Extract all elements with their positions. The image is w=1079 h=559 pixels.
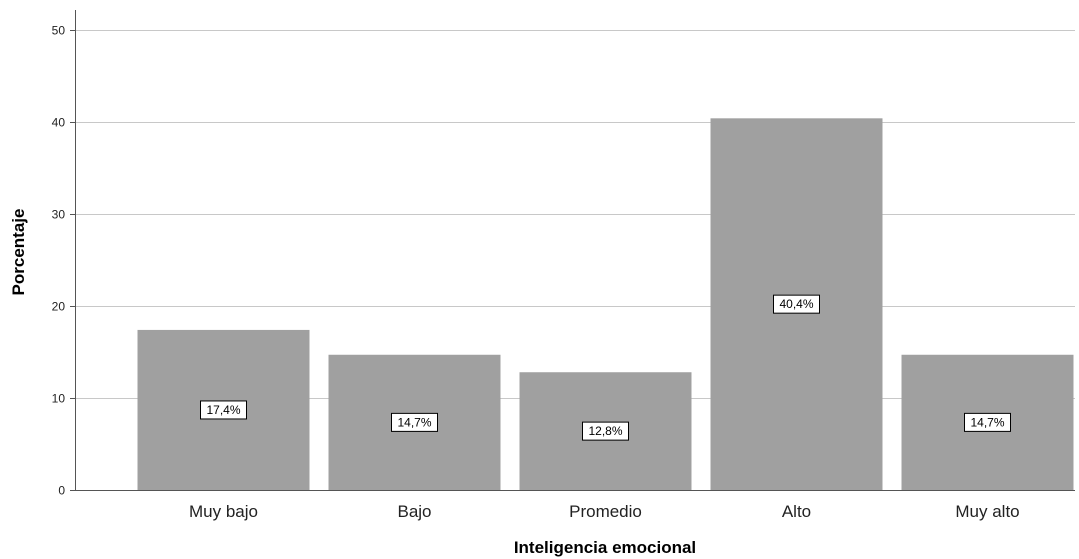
x-category-label: Promedio	[569, 502, 642, 521]
data-label-text: 12,8%	[588, 424, 622, 438]
x-category-label: Muy bajo	[189, 502, 258, 521]
data-label-text: 14,7%	[970, 415, 1004, 429]
axes	[70, 10, 1075, 491]
data-label-box	[200, 400, 247, 420]
x-category-labels: Muy bajo Bajo Promedio Alto Muy alto	[189, 502, 1020, 521]
y-tick-labels: 0 10 20 30 40 50	[52, 24, 66, 498]
y-tick-label: 0	[58, 484, 65, 498]
data-label: 40,4%	[773, 294, 820, 314]
data-label-text: 17,4%	[206, 403, 240, 417]
x-category-label: Alto	[782, 502, 811, 521]
data-label-box	[582, 421, 629, 441]
data-label: 14,7%	[964, 412, 1011, 432]
data-label: 17,4%	[200, 400, 247, 420]
x-category-label: Muy alto	[955, 502, 1019, 521]
data-labels: 17,4% 14,7% 12,8% 40,4% 14,7%	[200, 294, 1011, 441]
y-tick-label: 30	[52, 208, 66, 222]
y-tick-label: 20	[52, 300, 66, 314]
y-tick-label: 50	[52, 24, 66, 38]
y-axis-title: Porcentaje	[9, 209, 28, 296]
y-tick-label: 10	[52, 392, 66, 406]
data-label-text: 40,4%	[779, 297, 813, 311]
data-label-box	[391, 412, 438, 432]
data-label: 14,7%	[391, 412, 438, 432]
data-label-box	[773, 294, 820, 314]
data-label-text: 14,7%	[397, 415, 431, 429]
x-category-label: Bajo	[397, 502, 431, 521]
x-axis-title: Inteligencia emocional	[514, 538, 696, 557]
data-label: 12,8%	[582, 421, 629, 441]
y-tick-label: 40	[52, 116, 66, 130]
data-label-box	[964, 412, 1011, 432]
